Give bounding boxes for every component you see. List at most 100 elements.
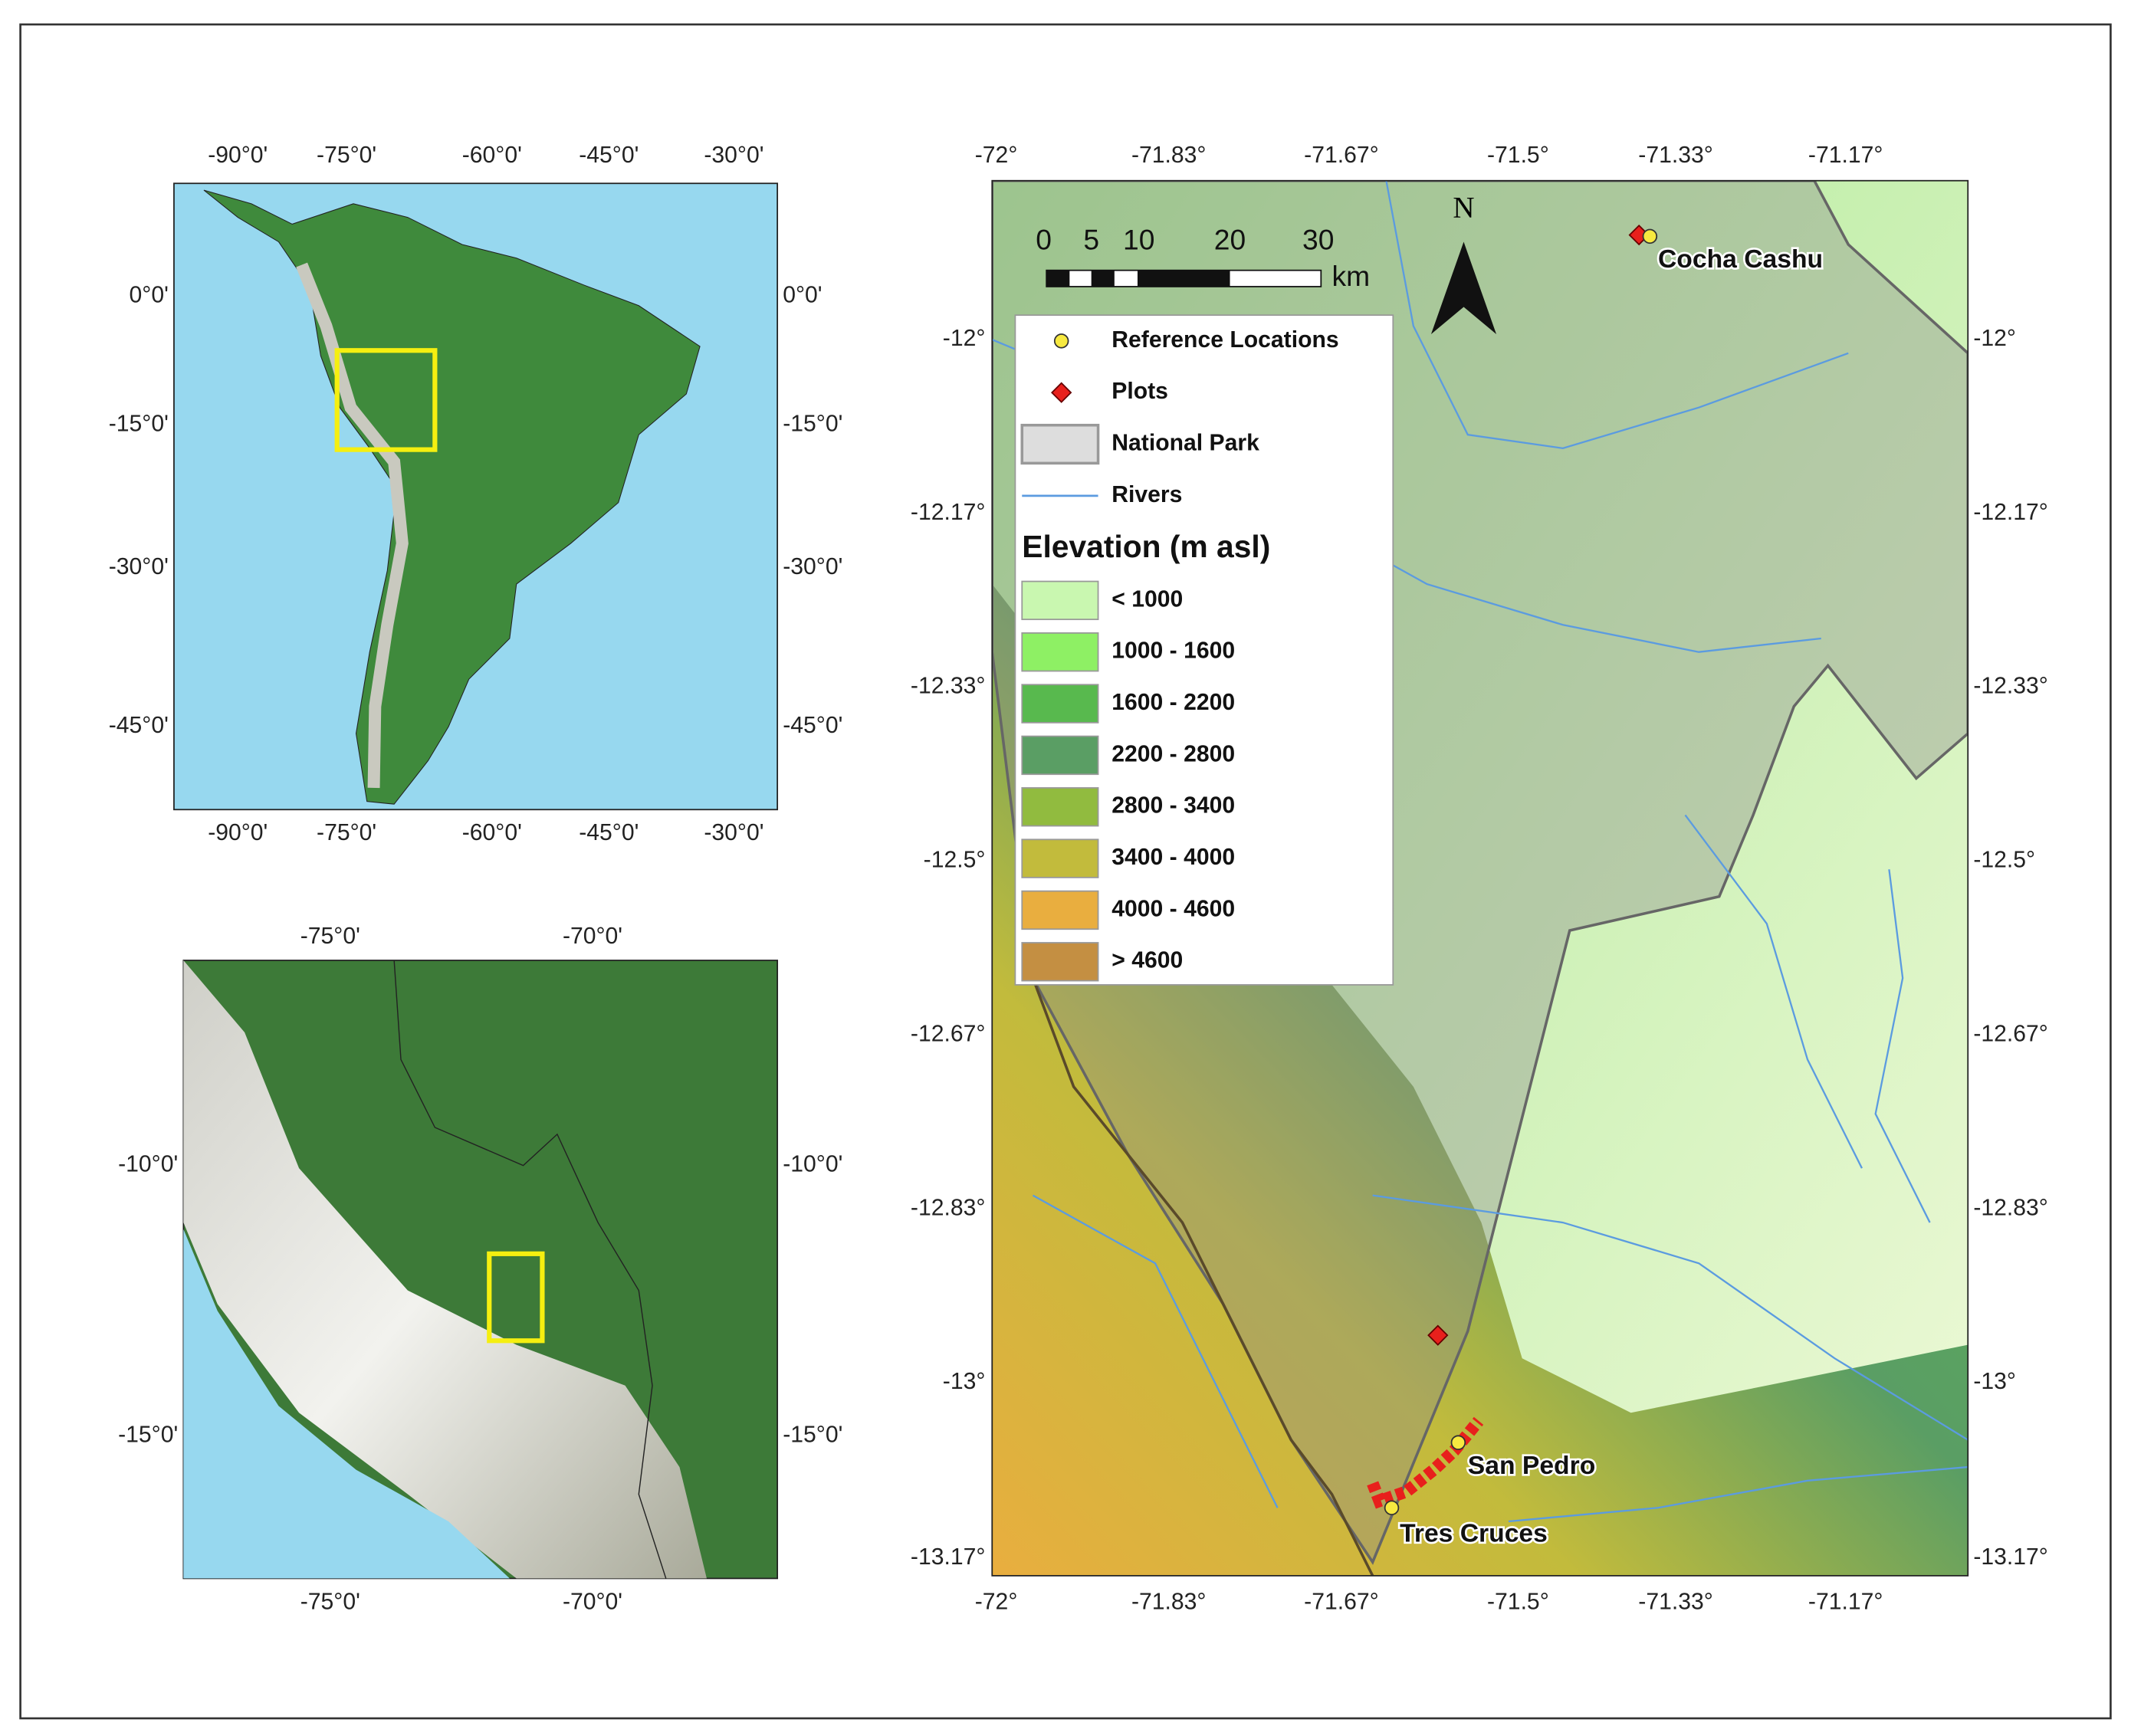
x-tick-label: -71.67° [1304,143,1378,168]
y-tick-label: -15°0' [118,1422,178,1447]
andes-a [296,262,409,789]
y-tick-label: -13.17° [1973,1544,2047,1570]
north-label: N [1453,192,1474,225]
x-tick-label: -45°0' [579,143,639,168]
y-tick-label: -45°0' [783,713,842,738]
y-tick-label: -10°0' [783,1152,842,1177]
y-tick-label: -45°0' [109,713,169,738]
y-tick-label: 0°0' [130,282,169,307]
legend-label: 3400 - 4000 [1111,845,1235,870]
legend-label: National Park [1111,430,1259,455]
y-tick-label: -30°0' [783,554,842,579]
place-label: Tres Cruces [1400,1520,1548,1548]
y-tick-label: -13.17° [911,1544,985,1570]
x-tick-label: -71.17° [1808,143,1883,168]
x-tick-label: -75°0' [317,820,376,845]
scale-label: 5 [1083,223,1099,255]
reference-location [1642,228,1658,244]
x-tick-label: -70°0' [563,924,622,949]
regional-map [182,960,779,1580]
y-tick-label: -12° [943,326,986,351]
ticks: -90°0' -90°0' -75°0' -75°0' -60°0' -60°0' -45°… [109,143,2048,1614]
place-label: San Pedro [1468,1452,1595,1480]
y-tick-label: -10°0' [118,1152,178,1177]
legend-label: < 1000 [1111,586,1183,612]
river [1684,814,1863,1169]
inset-box [487,1251,545,1344]
y-tick-label: 0°0' [783,282,822,307]
legend-swatch [1021,735,1099,776]
plot [1427,1324,1449,1346]
x-tick-label: -75°0' [300,924,360,949]
legend-label: > 4600 [1111,948,1183,973]
reference-locations [1384,228,1658,1516]
ocean-b [183,1229,510,1579]
y-tick-label: -12° [1973,326,2016,351]
x-tick-label: -75°0' [317,143,376,168]
border-line [393,960,667,1579]
x-tick-label: -75°0' [300,1589,360,1614]
x-tick-label: -72° [975,143,1018,168]
north-arrow [1430,241,1497,334]
scale-label: 10 [1123,223,1154,255]
legend-swatch [1021,684,1099,724]
legend-swatch [1021,942,1099,982]
y-tick-label: -12.67° [1973,1021,2047,1046]
y-tick-label: -13° [943,1369,986,1394]
scale-segment [1046,270,1070,287]
x-tick-label: -71.33° [1638,143,1712,168]
legend: Reference Locations Plots National Park … [1014,314,1394,986]
x-tick-label: -60°0' [462,143,522,168]
river [1385,180,1849,450]
andes-b [183,960,707,1579]
legend-label: 1600 - 2200 [1111,690,1235,715]
y-tick-label: -12.33° [1973,674,2047,699]
legend-label: 2800 - 3400 [1111,793,1235,819]
scale-bar: 0 5 10 20 30 km [1036,223,1370,292]
x-tick-label: -71.67° [1304,1589,1378,1614]
river [1032,1194,1279,1508]
legend-label: Rivers [1111,482,1182,507]
legend-label: 2200 - 2800 [1111,741,1235,766]
legend-symbol [1020,423,1100,465]
y-tick-label: -12.33° [911,674,985,699]
legend-swatch [1021,838,1099,878]
legend-label: 1000 - 1600 [1111,638,1235,664]
x-tick-label: -71.83° [1131,1589,1206,1614]
x-tick-label: -72° [975,1589,1018,1614]
x-tick-label: -30°0' [704,143,763,168]
river [1372,1194,1968,1441]
y-tick-label: -15°0' [783,1422,842,1447]
x-tick-label: -60°0' [462,820,522,845]
legend-symbol [1053,333,1069,349]
x-tick-label: -71.33° [1638,1589,1712,1614]
scale-label: 30 [1302,223,1334,255]
legend-label: 4000 - 4600 [1111,896,1235,921]
place-label: Cocha Cashu [1658,245,1823,274]
x-tick-label: -71.5° [1487,1589,1549,1614]
y-tick-label: -12.5° [1973,848,2035,873]
scale-segment [1137,270,1230,287]
legend-swatch [1021,632,1099,672]
legend-label: Plots [1111,379,1168,404]
continent-map [173,182,779,811]
y-tick-label: -12.17° [1973,500,2047,525]
scale-label: 0 [1036,223,1052,255]
legend-swatch [1021,890,1099,930]
y-tick-label: -30°0' [109,554,169,579]
divide [1031,977,1374,1576]
x-tick-label: -45°0' [579,820,639,845]
legend-symbol [1051,382,1072,403]
x-tick-label: -71.5° [1487,143,1549,168]
inset-box [334,348,438,452]
scale-segment [1091,270,1115,287]
y-tick-label: -12.17° [911,500,985,525]
legend-swatch [1021,580,1099,621]
scale-unit: km [1332,260,1371,292]
reference-location [1384,1500,1400,1516]
map-frame [991,179,1969,1577]
scale-label: 20 [1214,223,1246,255]
river [1874,869,1931,1223]
